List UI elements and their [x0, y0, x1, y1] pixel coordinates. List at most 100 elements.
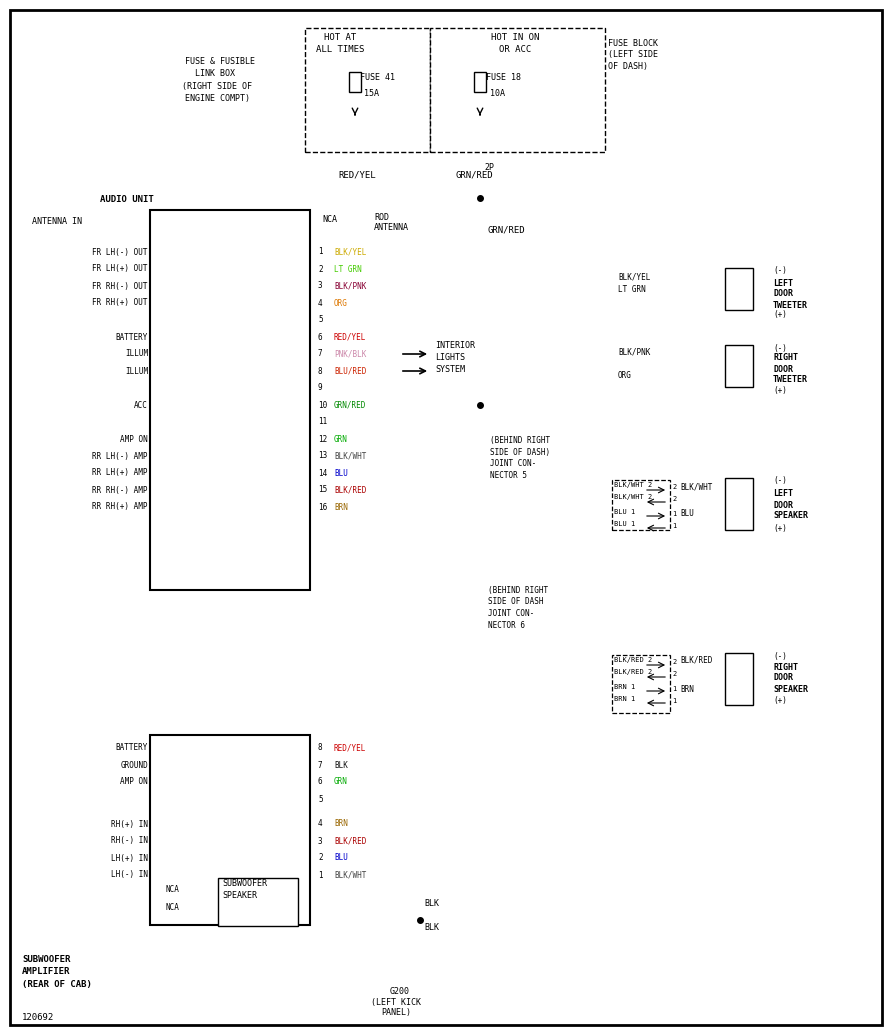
Text: 5: 5	[318, 795, 323, 803]
Text: BRN: BRN	[334, 820, 348, 828]
Text: 3: 3	[318, 836, 323, 846]
Text: (+): (+)	[773, 386, 787, 395]
Text: 1: 1	[318, 247, 323, 257]
Text: 1: 1	[672, 511, 676, 518]
Text: BRN: BRN	[334, 503, 348, 511]
Text: 2: 2	[318, 265, 323, 273]
Text: 16: 16	[318, 503, 327, 511]
Text: ROD: ROD	[374, 213, 389, 223]
Text: RR LH(+) AMP: RR LH(+) AMP	[93, 469, 148, 477]
Text: 4: 4	[318, 298, 323, 307]
Bar	[150, 210, 310, 590]
Text: 1: 1	[672, 698, 676, 704]
Text: BATTERY: BATTERY	[116, 332, 148, 342]
Bar	[474, 72, 486, 92]
Text: TWEETER: TWEETER	[773, 376, 808, 384]
Text: 6: 6	[318, 332, 323, 342]
Text: 2: 2	[672, 671, 676, 677]
Text: 2: 2	[672, 496, 676, 502]
Text: ENGINE COMPT): ENGINE COMPT)	[185, 93, 250, 102]
Text: RED/YEL: RED/YEL	[334, 743, 367, 752]
Bar	[725, 268, 753, 310]
Text: 7: 7	[318, 350, 323, 358]
Text: SYSTEM: SYSTEM	[435, 365, 465, 375]
Text: BLK/YEL: BLK/YEL	[334, 247, 367, 257]
Text: BRN 1: BRN 1	[614, 684, 635, 690]
Text: BATTERY: BATTERY	[116, 743, 148, 752]
Text: BLU 1: BLU 1	[614, 509, 635, 515]
Text: PNK/BLK: PNK/BLK	[334, 350, 367, 358]
Text: BLU: BLU	[334, 469, 348, 477]
Text: 1: 1	[318, 870, 323, 880]
Text: DOOR: DOOR	[773, 364, 793, 374]
Text: GROUND: GROUND	[120, 761, 148, 769]
Bar	[725, 478, 753, 530]
Text: GRN: GRN	[334, 777, 348, 787]
Text: INTERIOR: INTERIOR	[435, 342, 475, 351]
Bar	[725, 345, 753, 387]
Text: BLK: BLK	[424, 899, 439, 909]
Text: FUSE & FUSIBLE: FUSE & FUSIBLE	[185, 58, 255, 66]
Text: NECTOR 5: NECTOR 5	[490, 472, 527, 480]
Text: NECTOR 6: NECTOR 6	[488, 621, 525, 630]
Text: DOOR: DOOR	[773, 501, 793, 509]
Text: GRN/RED: GRN/RED	[487, 226, 524, 235]
Text: BLK: BLK	[334, 761, 348, 769]
Text: 8: 8	[318, 743, 323, 752]
Text: 10A: 10A	[490, 89, 505, 97]
Text: BLK/PNK: BLK/PNK	[334, 282, 367, 291]
Text: BLK/WHT 2: BLK/WHT 2	[614, 494, 652, 500]
Text: BLK/RED: BLK/RED	[680, 655, 713, 664]
Text: ACC: ACC	[134, 401, 148, 410]
Text: LT GRN: LT GRN	[334, 265, 362, 273]
Text: ALL TIMES: ALL TIMES	[316, 45, 364, 54]
Text: PANEL): PANEL)	[381, 1008, 411, 1017]
Text: FUSE 18: FUSE 18	[486, 73, 521, 83]
Text: SUBWOOFER: SUBWOOFER	[22, 955, 70, 965]
Text: LT GRN: LT GRN	[618, 286, 646, 295]
Text: 12: 12	[318, 435, 327, 444]
Text: 10: 10	[318, 401, 327, 410]
Text: JOINT CON-: JOINT CON-	[488, 610, 534, 619]
Text: 1: 1	[672, 523, 676, 529]
Text: 8: 8	[318, 366, 323, 376]
Text: (-): (-)	[773, 651, 787, 660]
Text: RED/YEL: RED/YEL	[334, 332, 367, 342]
Text: (BEHIND RIGHT: (BEHIND RIGHT	[490, 436, 550, 444]
Text: TWEETER: TWEETER	[773, 300, 808, 309]
Text: BLK/WHT: BLK/WHT	[334, 870, 367, 880]
Text: 4: 4	[318, 820, 323, 828]
Text: AMPLIFIER: AMPLIFIER	[22, 968, 70, 976]
Bar	[612, 480, 670, 530]
Text: (RIGHT SIDE OF: (RIGHT SIDE OF	[182, 82, 252, 90]
Text: FUSE BLOCK: FUSE BLOCK	[608, 39, 658, 49]
Bar	[430, 28, 605, 152]
Text: SPEAKER: SPEAKER	[222, 891, 257, 900]
Text: 2P: 2P	[484, 162, 494, 172]
Text: BLK/WHT 2: BLK/WHT 2	[614, 482, 652, 487]
Bar	[725, 653, 753, 705]
Text: AMP ON: AMP ON	[120, 435, 148, 444]
Text: BRN: BRN	[680, 684, 694, 693]
Text: 2: 2	[672, 484, 676, 490]
Text: GRN/RED: GRN/RED	[456, 171, 493, 179]
Text: LIGHTS: LIGHTS	[435, 354, 465, 362]
Text: (LEFT KICK: (LEFT KICK	[371, 999, 421, 1007]
Bar	[349, 72, 361, 92]
Text: ORG: ORG	[334, 298, 348, 307]
Text: 2: 2	[672, 659, 676, 666]
Text: ILLUM: ILLUM	[125, 366, 148, 376]
Text: RH(-) IN: RH(-) IN	[111, 836, 148, 846]
Text: 1: 1	[672, 686, 676, 692]
Text: 13: 13	[318, 451, 327, 461]
Bar	[612, 655, 670, 713]
Text: HOT IN ON: HOT IN ON	[491, 33, 539, 42]
Text: 3: 3	[318, 282, 323, 291]
Text: 14: 14	[318, 469, 327, 477]
Text: RR LH(-) AMP: RR LH(-) AMP	[93, 451, 148, 461]
Text: ANTENNA IN: ANTENNA IN	[32, 217, 82, 227]
Text: (+): (+)	[773, 524, 787, 532]
Text: 5: 5	[318, 316, 323, 325]
Text: NCA: NCA	[165, 904, 179, 913]
Text: JOINT CON-: JOINT CON-	[490, 460, 536, 469]
